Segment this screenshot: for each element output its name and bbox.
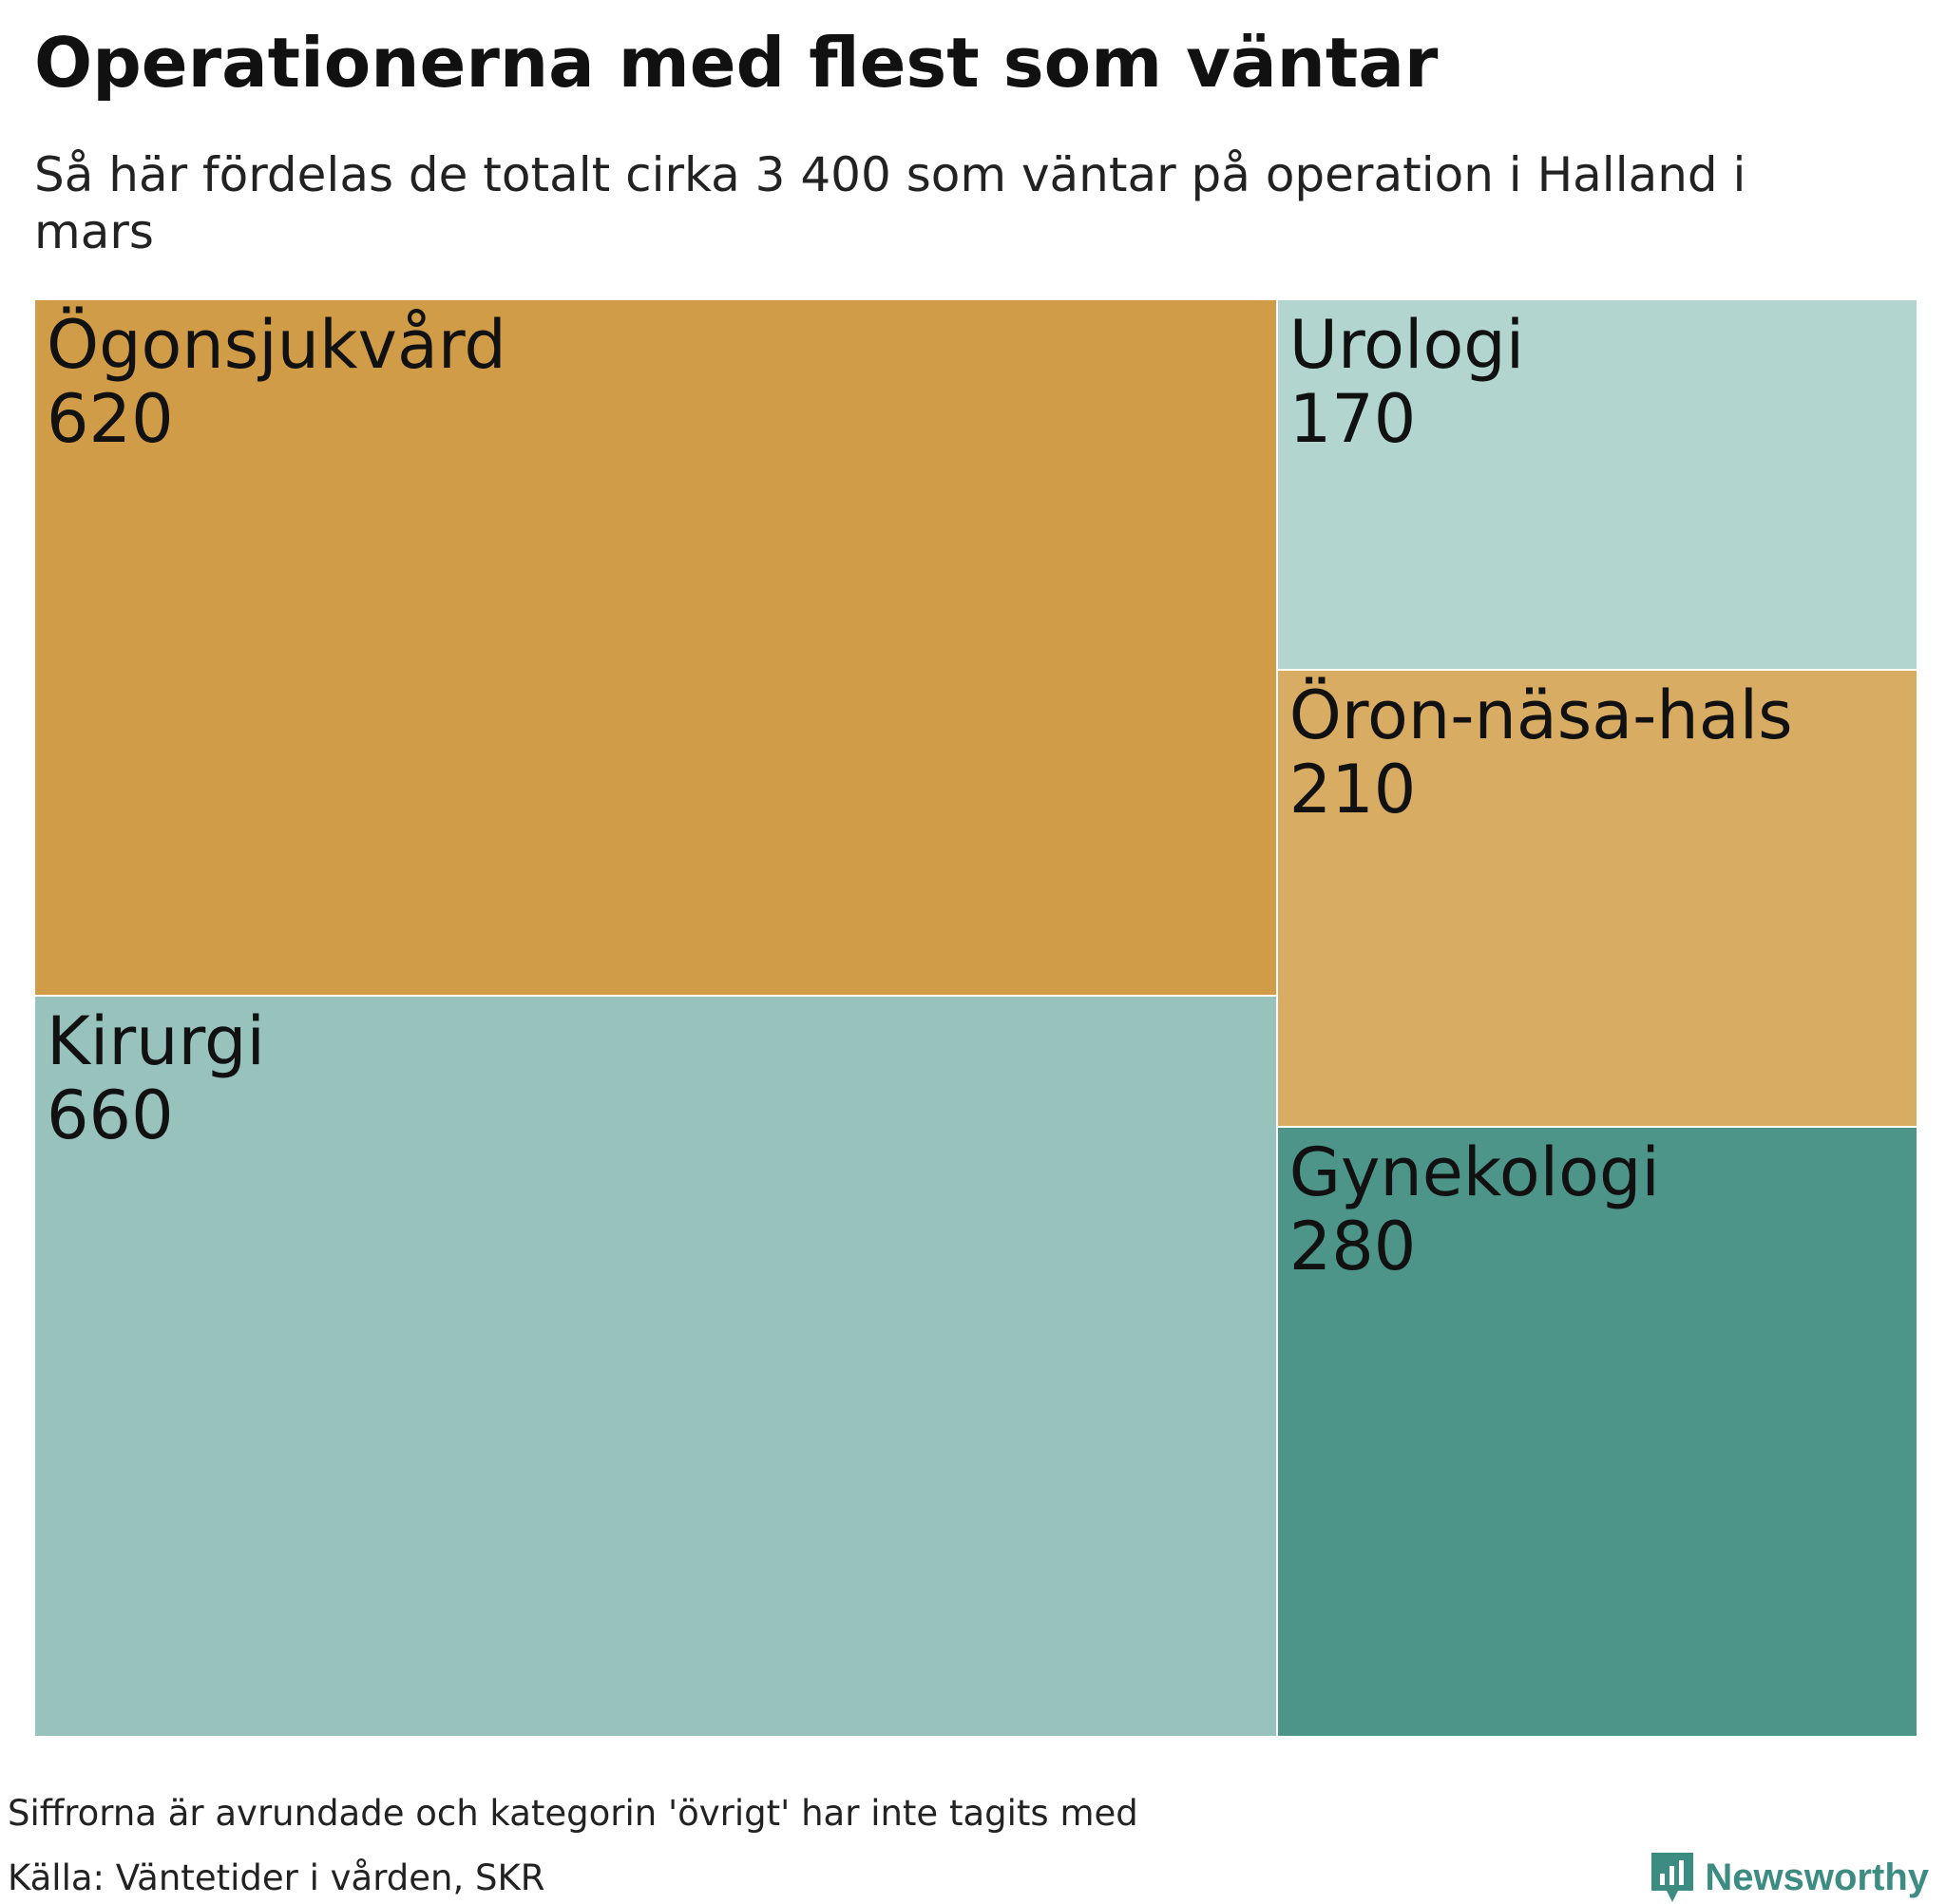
tile-value: 170 <box>1288 380 1417 458</box>
tile-value: 660 <box>47 1076 174 1154</box>
source-note: Källa: Väntetider i vården, SKR <box>8 1857 545 1898</box>
tile-label: Urologi 170 <box>1288 306 1525 458</box>
treemap-chart: Ögonsjukvård 620 Kirurgi 660 Urologi 170 Öron-… <box>34 299 1917 1737</box>
newsworthy-logo: Newsworthy <box>1651 1851 1929 1904</box>
treemap-tile: Gynekologi 280 <box>1276 1127 1917 1737</box>
treemap-tile: Kirurgi 660 <box>34 995 1277 1737</box>
treemap-tile: Öron-näsa-hals 210 <box>1276 669 1917 1128</box>
tile-value: 210 <box>1288 750 1417 828</box>
chart-subtitle: Så här fördelas de totalt cirka 3 400 so… <box>34 147 1746 259</box>
tile-value: 280 <box>1288 1208 1417 1286</box>
treemap-tile: Urologi 170 <box>1276 299 1917 670</box>
tile-value: 620 <box>47 380 174 458</box>
treemap-tile: Ögonsjukvård 620 <box>34 299 1277 996</box>
tile-label: Ögonsjukvård 620 <box>47 306 506 458</box>
footnote: Siffrorna är avrundade och kategorin 'öv… <box>8 1793 1138 1834</box>
bar-chart-icon <box>1651 1853 1694 1902</box>
chart-title: Operationerna med flest som väntar <box>34 23 1439 103</box>
brand-name: Newsworthy <box>1705 1856 1929 1898</box>
tile-label: Öron-näsa-hals 210 <box>1288 676 1793 828</box>
tile-label: Gynekologi 280 <box>1288 1133 1660 1286</box>
tile-label: Kirurgi 660 <box>47 1001 265 1154</box>
